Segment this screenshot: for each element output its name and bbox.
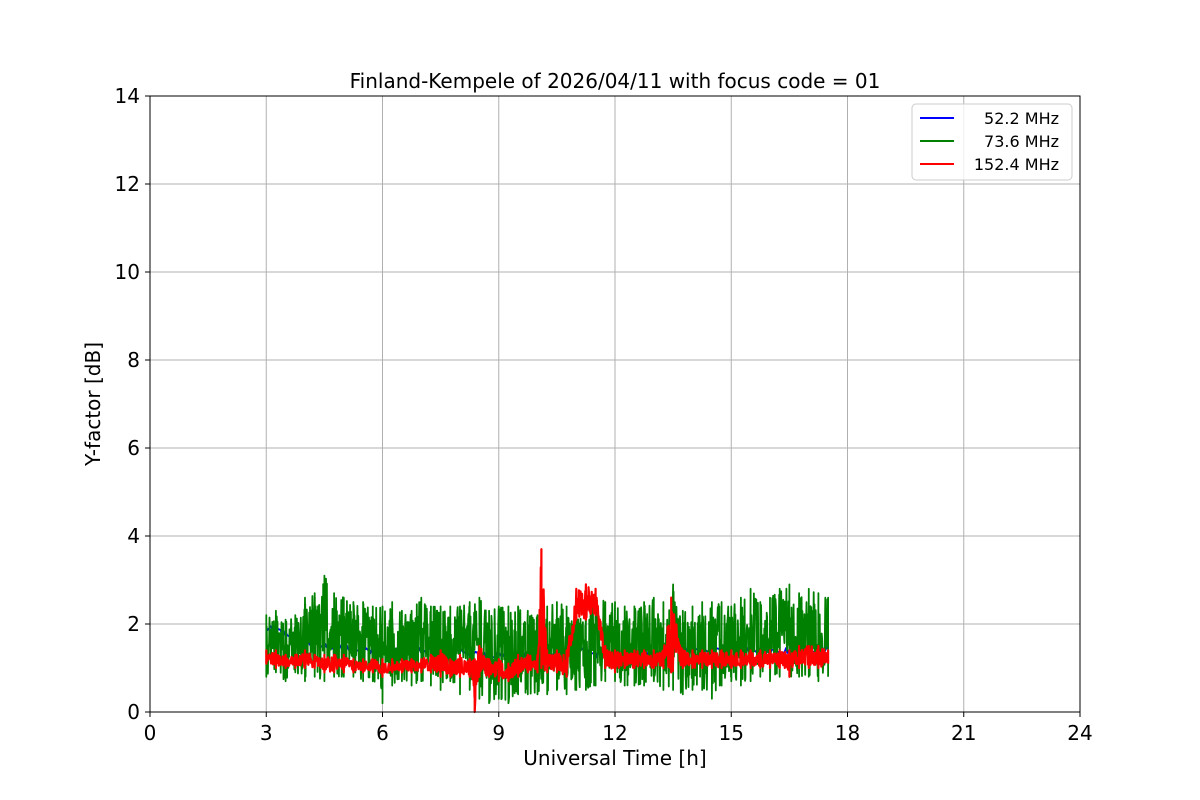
y-tick-label: 14 [115,84,140,108]
x-tick-label: 3 [260,721,273,745]
y-tick-label: 8 [127,348,140,372]
chart-title: Finland-Kempele of 2026/04/11 with focus… [350,69,881,93]
legend-label: 73.6 MHz [984,132,1059,151]
legend-label: 52.2 MHz [984,109,1059,128]
x-tick-label: 12 [602,721,627,745]
series-line-152-4-mhz [265,548,830,714]
x-axis-title: Universal Time [h] [523,746,706,770]
series-line-73-6-mhz [265,574,829,705]
y-tick-label: 10 [115,260,140,284]
legend-label: 152.4 MHz [974,155,1059,174]
y-tick-label: 12 [115,172,140,196]
x-tick-label: 15 [719,721,744,745]
x-tick-label: 24 [1067,721,1092,745]
x-tick-label: 0 [144,721,157,745]
y-tick-label: 6 [127,436,140,460]
y-axis-title: Y-factor [dB] [81,342,105,467]
x-tick-label: 18 [835,721,860,745]
y-tick-label: 4 [127,524,140,548]
y-tick-label: 2 [127,612,140,636]
series-layer [265,548,830,714]
x-tick-label: 21 [951,721,976,745]
legend: 52.2 MHz 73.6 MHz 152.4 MHz [911,103,1073,181]
x-tick-label: 6 [376,721,389,745]
y-tick-label: 0 [127,700,140,724]
legend-box [911,103,1073,181]
x-tick-label: 9 [492,721,505,745]
